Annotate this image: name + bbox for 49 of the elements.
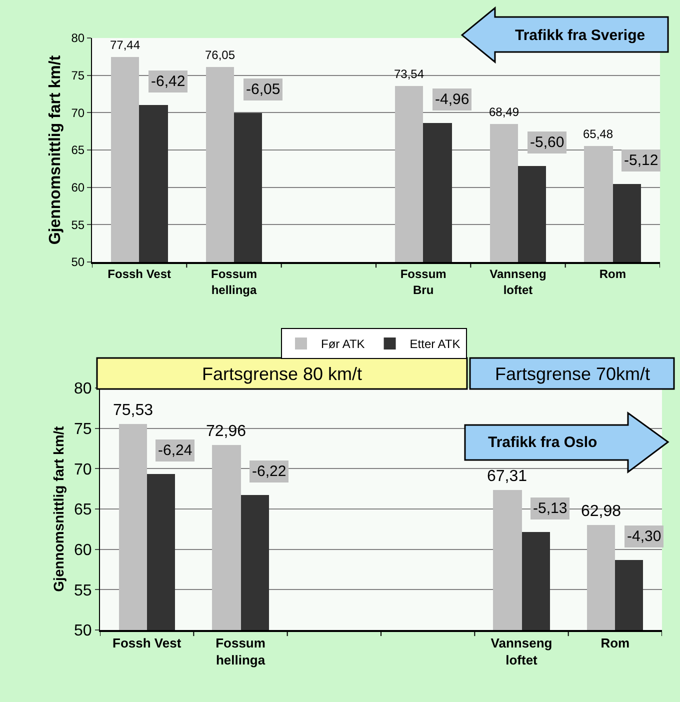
- x-tick-label: Fossum hellinga: [210, 267, 258, 297]
- x-tick-label: Fossum hellinga: [216, 635, 266, 668]
- y-axis-title: Gjennomsnittlig fart km/t: [47, 54, 64, 245]
- annotation: -5,60: [530, 134, 564, 151]
- annotation: Trafikk fra Sverige: [515, 27, 646, 44]
- data-label: 67,31: [487, 468, 528, 485]
- y-tick-label: 65: [74, 502, 92, 519]
- data-label: 62,98: [581, 503, 622, 520]
- data-label: 65,48: [583, 127, 614, 141]
- data-label: 75,53: [113, 402, 154, 419]
- y-tick-label: 60: [74, 542, 92, 559]
- y-axis-title: Gjennomsnittlig fart km/t: [50, 426, 67, 592]
- data-label: 77,44: [110, 38, 140, 52]
- x-tick-label: Fossum Bru: [400, 267, 446, 297]
- annotation: -6,24: [158, 442, 192, 459]
- y-tick-label: 80: [71, 31, 85, 46]
- annotation: -5,13: [533, 500, 568, 517]
- x-tick-label: Rom: [599, 267, 626, 282]
- y-tick-label: 75: [74, 420, 92, 438]
- annotation: -4,30: [627, 528, 662, 545]
- y-tick-label: 55: [71, 218, 85, 232]
- x-tick-label: Fossh Vest: [112, 635, 182, 650]
- data-label: 73,54: [394, 67, 424, 81]
- annotation: -6,22: [252, 463, 286, 480]
- y-tick-label: 55: [74, 582, 92, 600]
- x-tick-label: Rom: [600, 635, 630, 650]
- legend-label: Før ATK: [321, 337, 365, 352]
- y-tick-label: 60: [71, 180, 85, 195]
- text: Fartsgrense 70km/t: [495, 364, 650, 384]
- data-label: 72,96: [206, 423, 246, 440]
- x-tick-label: Fossh Vest: [108, 267, 172, 282]
- annotation: -6,42: [151, 73, 186, 90]
- annotation: -5,12: [624, 152, 658, 169]
- annotation: -6,05: [246, 81, 280, 98]
- y-tick-label: 70: [71, 106, 85, 120]
- y-tick-label: 75: [71, 68, 85, 83]
- x-tick-label: Vannseng loftet: [490, 635, 552, 668]
- legend-label: Etter ATK: [410, 337, 460, 352]
- y-tick-label: 50: [71, 255, 85, 270]
- y-tick-label: 70: [74, 461, 92, 478]
- y-tick-label: 50: [74, 622, 92, 640]
- data-label: 76,05: [205, 48, 236, 62]
- x-tick-label: Vannseng loftet: [490, 267, 546, 297]
- y-tick-label: 80: [74, 380, 92, 398]
- data-label: 68,49: [489, 105, 520, 119]
- annotation: Trafikk fra Oslo: [488, 434, 598, 451]
- annotation: -4,96: [435, 91, 470, 108]
- text: Fartsgrense 80 km/t: [202, 364, 362, 384]
- y-tick-label: 65: [71, 143, 85, 158]
